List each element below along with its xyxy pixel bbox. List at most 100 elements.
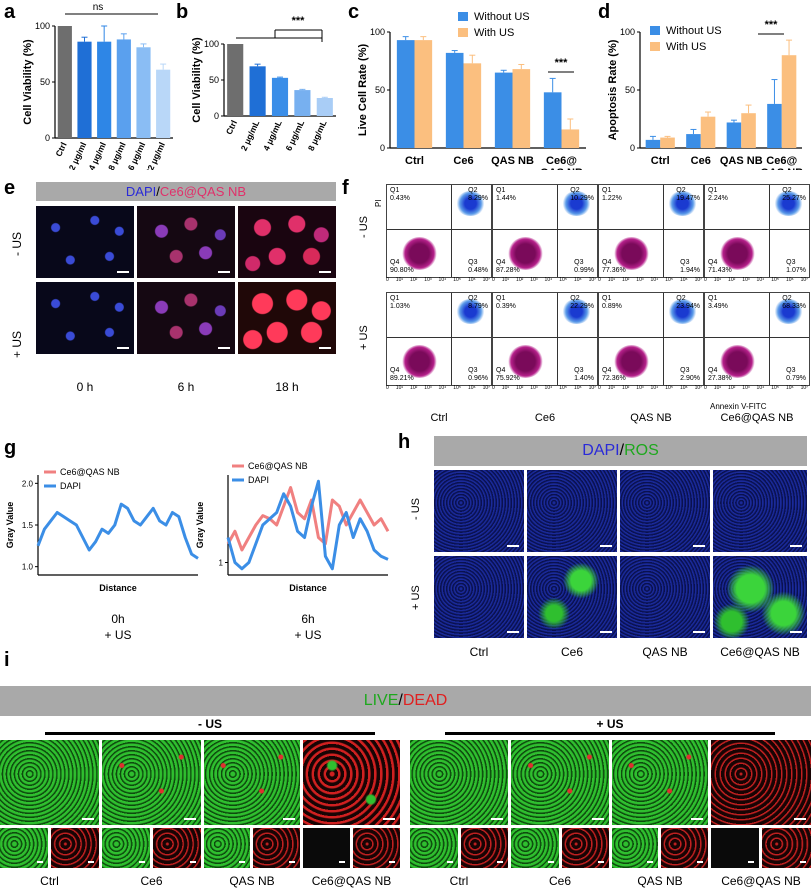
live-population	[613, 344, 649, 378]
quadrant-text: Q1	[602, 187, 612, 194]
scale-bar	[598, 861, 604, 863]
y-tick-label: 0	[214, 111, 219, 121]
quadrant-text: Q4	[708, 259, 718, 266]
flow-x-tick: 10⁴	[650, 385, 659, 391]
scale-bar	[319, 347, 331, 349]
flow-x-ticks: 0 10¹ 10² 10³ 10⁴ 10⁵ 10⁶ 10⁷	[704, 277, 808, 283]
flow-x-tick: 0	[492, 385, 495, 391]
quadrant-text: 3.49%	[708, 303, 728, 310]
y-tick-label: 1.0	[22, 563, 34, 572]
panel-h-title-ros: ROS	[624, 442, 659, 459]
quadrant-vline	[663, 293, 665, 385]
bar	[249, 66, 266, 116]
panel-h-image-qasnb-minus	[620, 470, 710, 552]
quadrant-hline	[705, 337, 809, 339]
flow-x-tick: 10¹	[395, 385, 404, 391]
flow-plot: Q1 2.24% Q2 25.27% Q4 71.43% Q3 1.07%	[704, 184, 810, 278]
flow-x-tick: 10⁵	[559, 385, 567, 391]
apoptotic-population	[667, 298, 697, 325]
scale-bar	[600, 545, 612, 547]
panel-i-title: LIVE/DEAD	[0, 686, 811, 716]
panel-i-group-plus-us: + US	[596, 717, 624, 731]
panel-f-ylabel: PI	[374, 199, 383, 207]
legend-label: Without US	[666, 25, 722, 37]
y-axis-label: Cell Viability (%)	[191, 37, 203, 123]
quadrant-text: 19.47%	[676, 195, 700, 202]
y-tick-label: 100	[204, 39, 219, 49]
quadrant-q3-value: Q3 0.96%	[468, 367, 488, 383]
quadrant-text: Q1	[602, 295, 612, 302]
panel-i-title-dead: DEAD	[402, 692, 448, 709]
live-population	[401, 236, 437, 270]
scale-bar	[383, 818, 395, 820]
panel-label-d: d	[598, 1, 611, 23]
panel-i-small-ctrl-plus-dead	[461, 828, 508, 868]
quadrant-q2-value: Q2 8.79%	[468, 295, 488, 311]
panel-e-image-18h-plus	[238, 282, 336, 354]
quadrant-q4-value: Q4 71.43%	[708, 259, 732, 275]
quadrant-text: Q4	[496, 259, 506, 266]
flow-x-tick: 10⁴	[438, 385, 447, 391]
line-ce6-qas-nb	[226, 486, 390, 552]
scale-bar	[37, 861, 43, 863]
quadrant-q1-value: Q1 1.03%	[390, 295, 410, 311]
quadrant-q4-value: Q4 75.92%	[496, 367, 520, 383]
x-tick-label: QAS NB	[720, 155, 763, 167]
scale-bar	[339, 861, 345, 863]
apoptotic-population	[773, 190, 803, 217]
scale-bar	[190, 861, 196, 863]
panel-i-small-ctrl-plus-live	[410, 828, 458, 868]
caption: + US	[294, 628, 321, 642]
panel-i-small-ctrl-minus-dead	[51, 828, 99, 868]
scale-bar	[691, 818, 703, 820]
quadrant-text: 2.90%	[680, 375, 700, 382]
y-tick-label: 100	[35, 21, 50, 31]
quadrant-text: 77.36%	[602, 267, 626, 274]
quadrant-text: 1.07%	[786, 267, 806, 274]
scale-bar	[697, 861, 703, 863]
bar	[316, 98, 333, 116]
x-tick-label: QAS NB	[760, 167, 803, 170]
y-tick-label: 1.5	[22, 521, 34, 530]
quadrant-q4-value: Q4 87.28%	[496, 259, 520, 275]
quadrant-q3-value: Q3 0.99%	[574, 259, 594, 275]
quadrant-vline	[769, 293, 771, 385]
x-tick-label: Ce6	[453, 155, 473, 167]
quadrant-q3-value: Q3 1.40%	[574, 367, 594, 383]
panel-i-small-ctrl-minus-live	[0, 828, 48, 868]
scale-bar	[507, 545, 519, 547]
panel-h-title: DAPI/ROS	[434, 436, 807, 466]
quadrant-text: 8.79%	[468, 303, 488, 310]
flow-plot: Q1 0.89% Q2 23.94% Q4 72.36% Q3 2.90%	[598, 292, 704, 386]
panel-label-i: i	[4, 649, 10, 671]
panel-i-big-ce6-plus	[511, 740, 609, 825]
quadrant-q2-value: Q2 8.29%	[468, 187, 488, 203]
x-tick-label: 6 μg/mL	[283, 119, 306, 153]
flow-plot: Q1 0.43% Q2 8.29% Q4 90.80% Q3 0.48%	[386, 184, 492, 278]
x-tick-label: Ce6@	[546, 155, 577, 167]
scale-bar	[139, 861, 145, 863]
flow-x-ticks: 0 10¹ 10² 10³ 10⁴ 10⁵ 10⁶ 10⁷	[598, 385, 702, 391]
panel-h-image-ce6qasnb-plus	[713, 556, 807, 638]
quadrant-vline	[557, 293, 559, 385]
quadrant-q4-value: Q4 89.21%	[390, 367, 414, 383]
y-axis-label: Live Cell Rate (%)	[357, 44, 369, 137]
flow-x-tick: 10⁷	[694, 277, 702, 283]
panel-i-big-ctrl-minus	[0, 740, 99, 825]
quadrant-text: 1.40%	[574, 375, 594, 382]
bar-without-us	[726, 122, 742, 148]
quadrant-text: Q3	[786, 259, 796, 266]
scale-bar	[447, 861, 453, 863]
y-tick-label: 1	[219, 559, 224, 568]
panel-label-a: a	[4, 1, 16, 23]
scale-bar	[693, 545, 705, 547]
quadrant-text: 71.43%	[708, 267, 732, 274]
flow-x-tick: 10¹	[501, 277, 510, 283]
flow-x-tick: 10¹	[501, 385, 510, 391]
quadrant-text: 23.94%	[676, 303, 700, 310]
bar	[294, 90, 311, 116]
panel-i-col-ce6-minus: Ce6	[140, 874, 163, 888]
flow-x-ticks: 0 10¹ 10² 10³ 10⁴ 10⁵ 10⁶ 10⁷	[386, 385, 490, 391]
quadrant-hline	[493, 337, 597, 339]
